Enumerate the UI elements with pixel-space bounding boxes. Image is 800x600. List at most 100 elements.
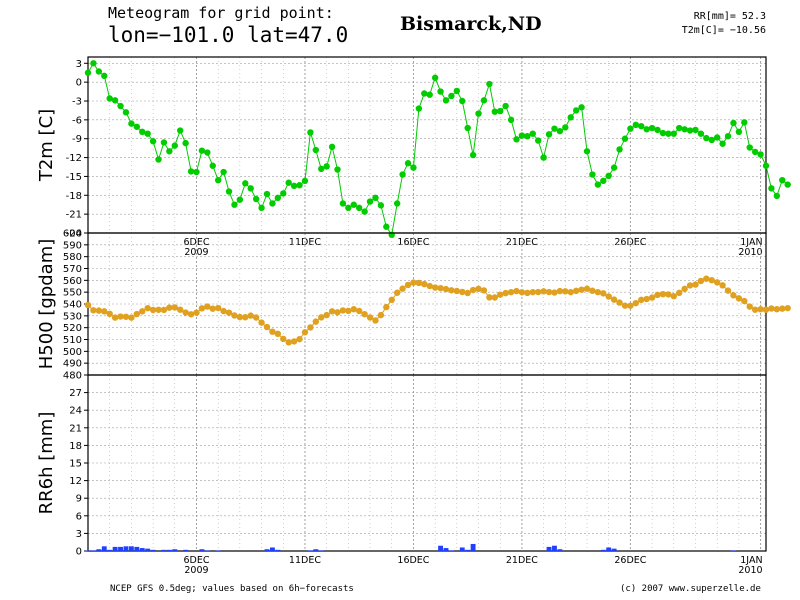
data-point-h500 (724, 287, 732, 294)
precip-bar (134, 546, 140, 551)
data-point-t2m (713, 134, 721, 141)
precip-bar (307, 550, 313, 551)
data-point-h500 (198, 305, 206, 312)
data-point-t2m (263, 190, 271, 198)
data-point-h500 (486, 294, 493, 301)
data-point-h500 (301, 329, 309, 336)
data-point-t2m (773, 192, 781, 200)
data-point-h500 (605, 293, 612, 300)
data-point-t2m (594, 181, 602, 188)
precip-bar (112, 546, 118, 551)
data-point-t2m (171, 142, 178, 149)
data-point-t2m (377, 202, 385, 209)
data-point-h500 (225, 309, 233, 316)
data-point-t2m (290, 182, 298, 190)
panel-frame-rr6h (87, 374, 767, 552)
y-tick-label: -15 (66, 172, 82, 183)
precip-bar (606, 547, 612, 551)
precip-bar (128, 546, 134, 551)
data-point-h500 (410, 279, 417, 286)
data-point-h500 (686, 282, 694, 289)
data-point-h500 (399, 285, 406, 292)
data-point-t2m (735, 128, 743, 135)
data-point-h500 (393, 289, 401, 296)
data-point-h500 (356, 307, 363, 315)
data-point-h500 (475, 285, 482, 293)
data-point-t2m (399, 171, 406, 178)
data-point-h500 (247, 312, 254, 319)
data-point-h500 (187, 311, 195, 318)
data-point-h500 (735, 295, 743, 302)
data-point-t2m (372, 194, 379, 201)
data-point-h500 (746, 303, 753, 310)
data-point-t2m (768, 185, 775, 192)
data-point-h500 (296, 335, 303, 343)
data-point-h500 (757, 306, 764, 313)
precip-bar (139, 548, 145, 551)
data-point-h500 (513, 287, 520, 295)
precip-bar (470, 543, 476, 551)
precip-bar (465, 549, 471, 551)
data-point-h500 (171, 304, 178, 311)
data-point-t2m (469, 151, 477, 159)
data-point-t2m (692, 126, 699, 134)
data-point-h500 (285, 339, 292, 346)
data-point-t2m (779, 177, 786, 184)
data-point-t2m (285, 179, 292, 186)
data-point-t2m (366, 198, 374, 205)
data-point-t2m (665, 130, 672, 137)
data-point-h500 (328, 308, 336, 315)
y-tick-label: 9 (76, 494, 82, 505)
data-point-h500 (719, 282, 726, 289)
data-point-t2m (193, 168, 200, 176)
y-tick-label: 590 (63, 240, 82, 251)
date-tick-label: 16DEC (397, 555, 429, 566)
y-tick-label: -12 (66, 153, 82, 164)
precip-bar (199, 549, 205, 551)
y-tick-label: -18 (66, 191, 82, 202)
data-point-h500 (312, 318, 320, 325)
data-point-t2m (529, 130, 536, 137)
data-point-h500 (307, 324, 314, 331)
data-point-t2m (166, 148, 173, 155)
data-point-h500 (708, 277, 715, 284)
data-point-t2m (312, 146, 320, 154)
data-point-t2m (117, 102, 124, 110)
title-line1: Meteogram for grid point: (108, 4, 334, 22)
y-tick-label: -3 (72, 97, 82, 108)
data-point-t2m (323, 163, 330, 170)
data-point-h500 (101, 308, 108, 315)
data-point-h500 (703, 275, 710, 282)
date-tick-year: 2010 (738, 247, 762, 258)
data-point-t2m (741, 119, 748, 126)
data-point-h500 (518, 289, 526, 296)
data-point-t2m (426, 91, 433, 98)
data-point-h500 (209, 305, 216, 312)
data-point-h500 (665, 291, 672, 298)
data-point-t2m (784, 181, 791, 188)
data-point-h500 (562, 288, 569, 295)
data-point-t2m (518, 132, 526, 139)
data-point-h500 (280, 335, 287, 343)
data-point-h500 (236, 313, 244, 321)
data-point-h500 (507, 288, 515, 296)
precip-bar (101, 546, 107, 551)
date-tick-label: 11DEC (289, 555, 321, 566)
y-tick-label: 550 (63, 288, 82, 299)
data-point-t2m (204, 149, 211, 156)
data-point-h500 (497, 291, 504, 298)
data-point-t2m (383, 223, 390, 230)
data-point-t2m (638, 122, 645, 130)
data-point-h500 (621, 302, 629, 309)
precip-bar (145, 548, 151, 551)
y-tick-label: 560 (63, 276, 82, 287)
data-point-t2m (328, 143, 336, 151)
data-point-h500 (231, 312, 238, 319)
precip-bar (546, 546, 552, 551)
data-point-t2m (605, 172, 612, 179)
data-point-h500 (426, 282, 433, 290)
data-point-t2m (177, 127, 184, 134)
footer-source: NCEP GFS 0.5deg; values based on 6h−fore… (110, 584, 354, 594)
data-point-h500 (117, 313, 124, 320)
